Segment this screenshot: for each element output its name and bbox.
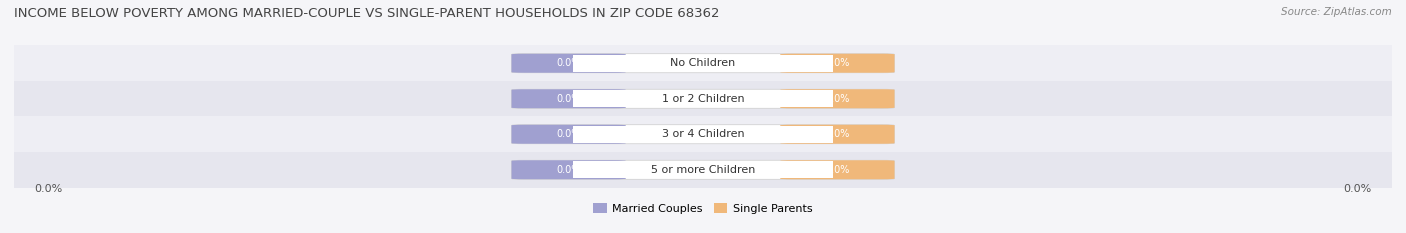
Bar	[14, 116, 1392, 152]
FancyBboxPatch shape	[512, 160, 894, 179]
FancyBboxPatch shape	[512, 89, 626, 108]
FancyBboxPatch shape	[512, 125, 894, 144]
FancyBboxPatch shape	[512, 54, 626, 73]
FancyBboxPatch shape	[574, 126, 832, 143]
Text: 5 or more Children: 5 or more Children	[651, 165, 755, 175]
Text: 0.0%: 0.0%	[825, 129, 849, 139]
Text: 0.0%: 0.0%	[825, 94, 849, 104]
Text: 1 or 2 Children: 1 or 2 Children	[662, 94, 744, 104]
Bar	[14, 45, 1392, 81]
FancyBboxPatch shape	[512, 125, 626, 144]
Text: 0.0%: 0.0%	[825, 165, 849, 175]
FancyBboxPatch shape	[512, 54, 894, 73]
Text: 0.0%: 0.0%	[35, 184, 63, 194]
Text: 0.0%: 0.0%	[1343, 184, 1371, 194]
Text: No Children: No Children	[671, 58, 735, 68]
Text: 0.0%: 0.0%	[557, 58, 581, 68]
Text: 0.0%: 0.0%	[825, 58, 849, 68]
FancyBboxPatch shape	[780, 125, 894, 144]
Legend: Married Couples, Single Parents: Married Couples, Single Parents	[589, 199, 817, 218]
Text: Source: ZipAtlas.com: Source: ZipAtlas.com	[1281, 7, 1392, 17]
Bar	[14, 81, 1392, 116]
FancyBboxPatch shape	[512, 89, 894, 108]
FancyBboxPatch shape	[574, 90, 832, 107]
FancyBboxPatch shape	[780, 89, 894, 108]
FancyBboxPatch shape	[574, 55, 832, 72]
Text: 3 or 4 Children: 3 or 4 Children	[662, 129, 744, 139]
Bar	[14, 152, 1392, 188]
Text: 0.0%: 0.0%	[557, 94, 581, 104]
FancyBboxPatch shape	[574, 161, 832, 178]
FancyBboxPatch shape	[780, 160, 894, 179]
Text: INCOME BELOW POVERTY AMONG MARRIED-COUPLE VS SINGLE-PARENT HOUSEHOLDS IN ZIP COD: INCOME BELOW POVERTY AMONG MARRIED-COUPL…	[14, 7, 720, 20]
Text: 0.0%: 0.0%	[557, 165, 581, 175]
FancyBboxPatch shape	[780, 54, 894, 73]
FancyBboxPatch shape	[512, 160, 626, 179]
Text: 0.0%: 0.0%	[557, 129, 581, 139]
